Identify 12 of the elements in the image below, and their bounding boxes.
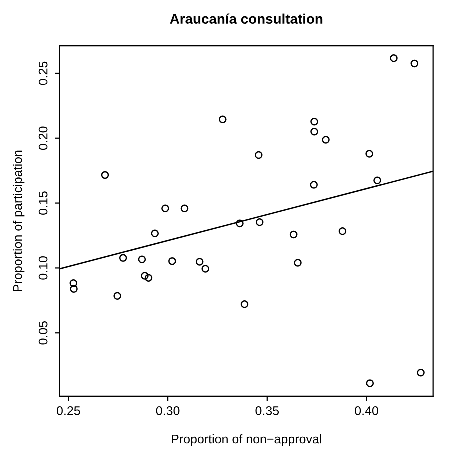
x-tick-label: 0.30	[156, 406, 180, 416]
x-axis-title: Proportion of non−approval	[172, 434, 322, 446]
y-tick-label: 0.05	[38, 321, 48, 345]
y-tick-label: 0.15	[38, 192, 48, 215]
x-tick-label: 0.25	[57, 406, 80, 416]
chart-title: Araucanía consultation	[170, 14, 323, 24]
x-tick-label: 0.40	[355, 406, 378, 416]
y-axis-title: Proportion of participation	[13, 150, 25, 292]
y-tick-label: 0.25	[38, 62, 48, 86]
y-tick-label: 0.10	[38, 256, 48, 280]
y-tick-label: 0.20	[38, 126, 48, 150]
x-tick-label: 0.35	[256, 406, 280, 416]
